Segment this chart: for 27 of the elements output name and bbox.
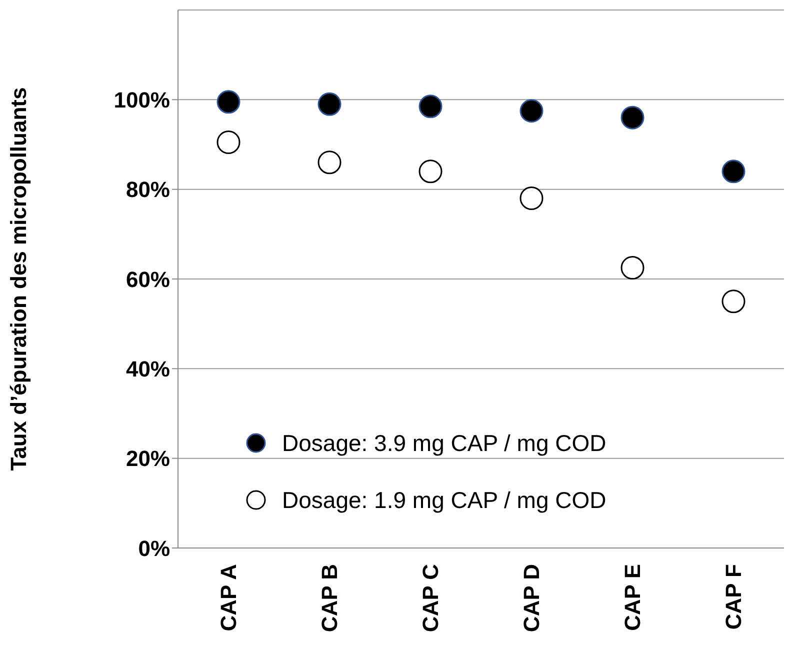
y-tick-label: 20% xyxy=(126,446,170,472)
point xyxy=(216,130,240,154)
legend-label: Dosage: 1.9 mg CAP / mg COD xyxy=(282,486,606,514)
x-tick-label: CAP F xyxy=(721,564,746,630)
y-tick-label: 40% xyxy=(126,356,170,382)
point xyxy=(520,186,544,210)
point xyxy=(722,160,746,184)
point xyxy=(722,290,746,314)
point xyxy=(216,90,240,114)
y-tick-label: 100% xyxy=(114,87,170,112)
y-tick-label: 60% xyxy=(126,266,170,292)
point xyxy=(620,256,644,280)
point xyxy=(620,106,644,130)
y-axis-title: Taux d’épuration des micropolluants xyxy=(6,87,31,471)
x-tick-label: CAP C xyxy=(418,564,443,632)
y-tick-label: 80% xyxy=(126,177,170,202)
point xyxy=(318,150,342,174)
point xyxy=(520,99,544,123)
legend-label: Dosage: 3.9 mg CAP / mg COD xyxy=(282,430,606,456)
x-tick-label: CAP E xyxy=(620,564,645,631)
point xyxy=(418,94,442,118)
point xyxy=(318,92,342,116)
y-tick-label: 0% xyxy=(138,536,170,561)
x-tick-label: CAP B xyxy=(317,564,342,632)
point xyxy=(418,160,442,184)
x-tick-label: CAP D xyxy=(519,564,544,632)
x-tick-label: CAP A xyxy=(216,564,241,632)
